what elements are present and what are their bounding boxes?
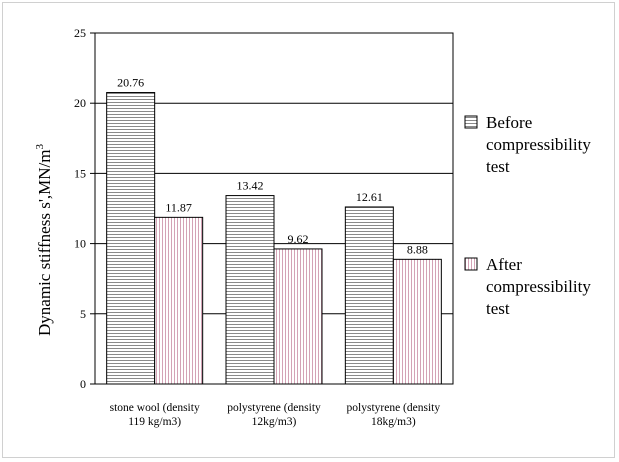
y-tick-label: 15 bbox=[74, 166, 86, 180]
y-tick-labels: 0 5 10 15 20 25 bbox=[74, 26, 86, 391]
plot-area bbox=[94, 32, 454, 385]
x-tick-label: polystyrene (density 18kg/m3) bbox=[347, 402, 441, 428]
y-tick-label: 20 bbox=[74, 96, 86, 110]
legend-entry: After compressibility test bbox=[486, 255, 591, 318]
y-tick-label: 10 bbox=[74, 237, 86, 251]
y-axis-label: Dynamic stiffness s',MN/m3 bbox=[34, 144, 54, 336]
bar-after-2 bbox=[392, 258, 442, 385]
legend-entry: Before compressibility test bbox=[486, 113, 591, 176]
value-labels: 20.76 13.42 12.61 11.87 9.62 8.88 bbox=[117, 76, 428, 257]
y-tick-label: 25 bbox=[74, 26, 86, 40]
x-tick-label: stone wool (density 119 kg/m3) bbox=[110, 402, 200, 428]
bar-before-2 bbox=[344, 206, 394, 385]
bar-before-1 bbox=[225, 195, 275, 385]
bar-value-label: 20.76 bbox=[117, 76, 144, 90]
bars bbox=[106, 92, 442, 385]
bar-value-label: 8.88 bbox=[407, 242, 428, 256]
y-tick-label: 5 bbox=[80, 307, 86, 321]
legend-swatch bbox=[464, 257, 478, 271]
axes bbox=[90, 32, 454, 385]
y-tick-label: 0 bbox=[80, 377, 86, 391]
legend: Before compressibility test After compressib… bbox=[464, 113, 591, 318]
bar-value-label: 9.62 bbox=[288, 232, 309, 246]
x-tick-label: polystyrene (density 12kg/m3) bbox=[227, 402, 321, 428]
x-tick-labels: stone wool (density 119 kg/m3) polystyrene… bbox=[110, 402, 441, 428]
bar-value-label: 13.42 bbox=[237, 179, 264, 193]
legend-swatch bbox=[464, 115, 478, 129]
bar-after-0 bbox=[154, 216, 204, 385]
bar-value-label: 12.61 bbox=[356, 190, 383, 204]
bar-after-1 bbox=[273, 248, 323, 385]
bar-value-label: 11.87 bbox=[165, 200, 192, 214]
bar-before-0 bbox=[106, 92, 156, 385]
